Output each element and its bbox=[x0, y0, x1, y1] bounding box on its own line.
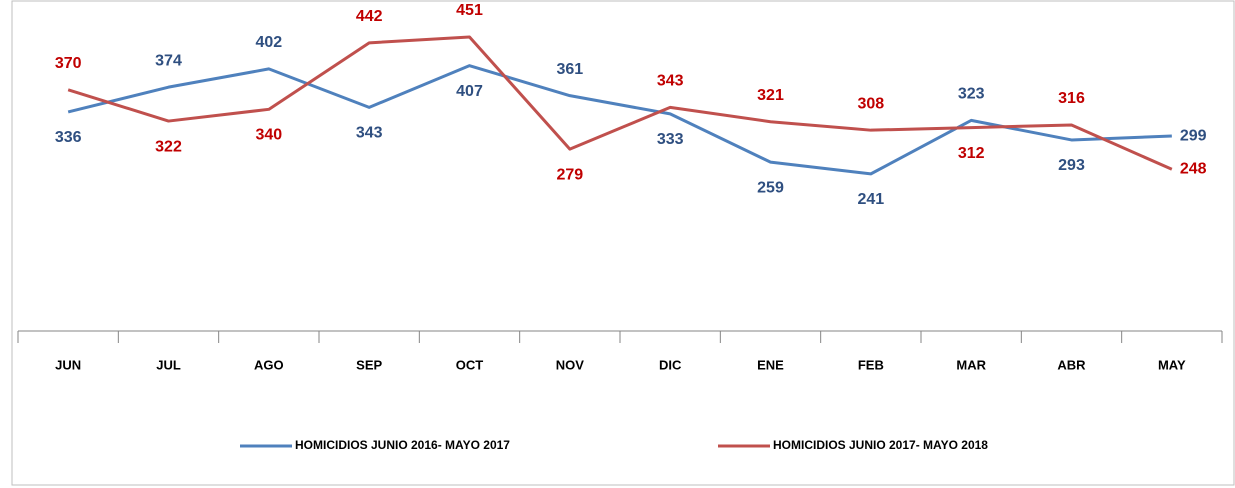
x-tick-label: MAR bbox=[956, 357, 986, 372]
data-label: 340 bbox=[255, 127, 282, 144]
data-label: 374 bbox=[155, 52, 182, 69]
x-tick-label: SEP bbox=[356, 357, 382, 372]
data-label: 333 bbox=[657, 131, 684, 148]
x-tick-label: NOV bbox=[556, 357, 585, 372]
x-tick-label: JUL bbox=[156, 357, 181, 372]
data-label: 312 bbox=[958, 145, 985, 162]
x-tick-label: JUN bbox=[55, 357, 81, 372]
data-label: 442 bbox=[356, 8, 383, 25]
x-tick-label: ENE bbox=[757, 357, 784, 372]
data-label: 323 bbox=[958, 86, 985, 103]
data-label: 279 bbox=[556, 166, 583, 183]
data-label: 248 bbox=[1180, 161, 1207, 178]
x-tick-label: MAY bbox=[1158, 357, 1186, 372]
x-tick-label: OCT bbox=[456, 357, 484, 372]
data-label: 361 bbox=[556, 61, 583, 78]
x-tick-label: FEB bbox=[858, 357, 884, 372]
data-label: 407 bbox=[456, 83, 483, 100]
line-series bbox=[67, 35, 1173, 171]
data-label: 370 bbox=[55, 55, 82, 72]
legend-label: HOMICIDIOS JUNIO 2017- MAYO 2018 bbox=[773, 438, 988, 452]
x-tick-label: AGO bbox=[254, 357, 284, 372]
x-tick-label: ABR bbox=[1057, 357, 1086, 372]
data-label: 336 bbox=[55, 129, 82, 146]
data-label: 241 bbox=[857, 191, 884, 208]
data-label: 343 bbox=[657, 73, 684, 90]
data-label: 259 bbox=[757, 179, 784, 196]
data-label: 293 bbox=[1058, 157, 1085, 174]
chart-frame bbox=[11, 0, 1235, 486]
data-label: 321 bbox=[757, 87, 784, 104]
data-label: 322 bbox=[155, 138, 182, 155]
data-label: 343 bbox=[356, 125, 383, 142]
legend-label: HOMICIDIOS JUNIO 2016- MAYO 2017 bbox=[295, 438, 510, 452]
x-tick-label: DIC bbox=[659, 357, 682, 372]
data-label: 402 bbox=[255, 34, 282, 51]
data-label: 299 bbox=[1180, 127, 1207, 144]
data-label: 316 bbox=[1058, 90, 1085, 107]
data-label: 451 bbox=[456, 2, 483, 19]
data-label: 308 bbox=[857, 95, 884, 112]
line-series bbox=[67, 64, 1172, 176]
